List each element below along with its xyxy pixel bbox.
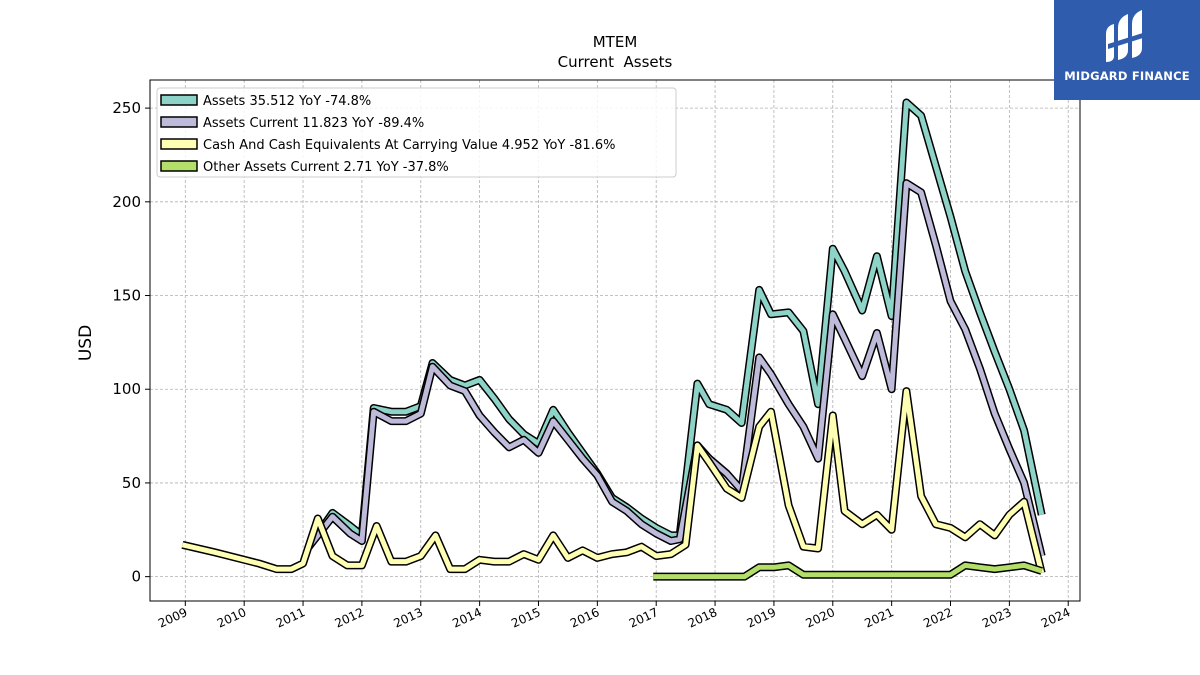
x-tick-label: 2021 <box>862 605 896 631</box>
series-line-3 <box>653 562 1043 580</box>
chart-subtitle: Current Assets <box>558 53 673 71</box>
legend: Assets 35.512 YoY -74.8% Assets Current 1… <box>156 87 677 178</box>
x-tick-label: 2019 <box>745 605 779 631</box>
x-tick-label: 2015 <box>509 605 543 631</box>
series-line-2 <box>181 388 1045 574</box>
y-tick-label: 100 <box>112 380 141 398</box>
y-tick-label: 250 <box>112 99 141 117</box>
legend-box <box>156 87 677 178</box>
x-tick-label: 2013 <box>391 605 425 631</box>
midgard-logo-icon <box>1106 10 1146 62</box>
legend-label: Assets 35.512 YoY -74.8% <box>203 94 371 109</box>
x-tick-label: 2023 <box>980 605 1014 631</box>
x-tick-label: 2016 <box>568 605 602 631</box>
x-tick-label: 2011 <box>274 605 308 631</box>
x-tick-label: 2012 <box>333 605 367 631</box>
legend-label: Cash And Cash Equivalents At Carrying Va… <box>203 138 615 153</box>
legend-swatch <box>160 94 198 106</box>
legend-label: Other Assets Current 2.71 YoY -37.8% <box>203 160 449 175</box>
series-lines <box>181 98 1046 581</box>
legend-label: Assets Current 11.823 YoY -89.4% <box>203 116 424 131</box>
legend-swatch <box>160 138 198 150</box>
x-tick-label: 2009 <box>156 605 190 631</box>
brand-logo: MIDGARD FINANCE <box>1054 0 1200 100</box>
x-tick-label: 2022 <box>921 605 955 631</box>
x-tick-label: 2014 <box>450 605 484 631</box>
legend-swatch <box>160 160 198 172</box>
x-tick-label: 2020 <box>803 605 837 631</box>
x-tick-label: 2017 <box>627 605 661 631</box>
x-tick-label: 2010 <box>215 605 249 631</box>
legend-swatch <box>160 116 198 128</box>
y-tick-label: 0 <box>131 568 141 586</box>
y-tick-label: 200 <box>112 193 141 211</box>
x-tick-label: 2018 <box>686 605 720 631</box>
logo-text: MIDGARD FINANCE <box>1064 69 1190 83</box>
plot-frame <box>149 79 1081 602</box>
series-line-1 <box>306 180 1045 557</box>
y-axis-label: USD <box>76 325 96 361</box>
y-tick-label: 50 <box>122 474 141 492</box>
y-tick-label: 150 <box>112 287 141 305</box>
chart-title: MTEM <box>593 33 638 51</box>
x-tick-label: 2024 <box>1039 605 1073 631</box>
